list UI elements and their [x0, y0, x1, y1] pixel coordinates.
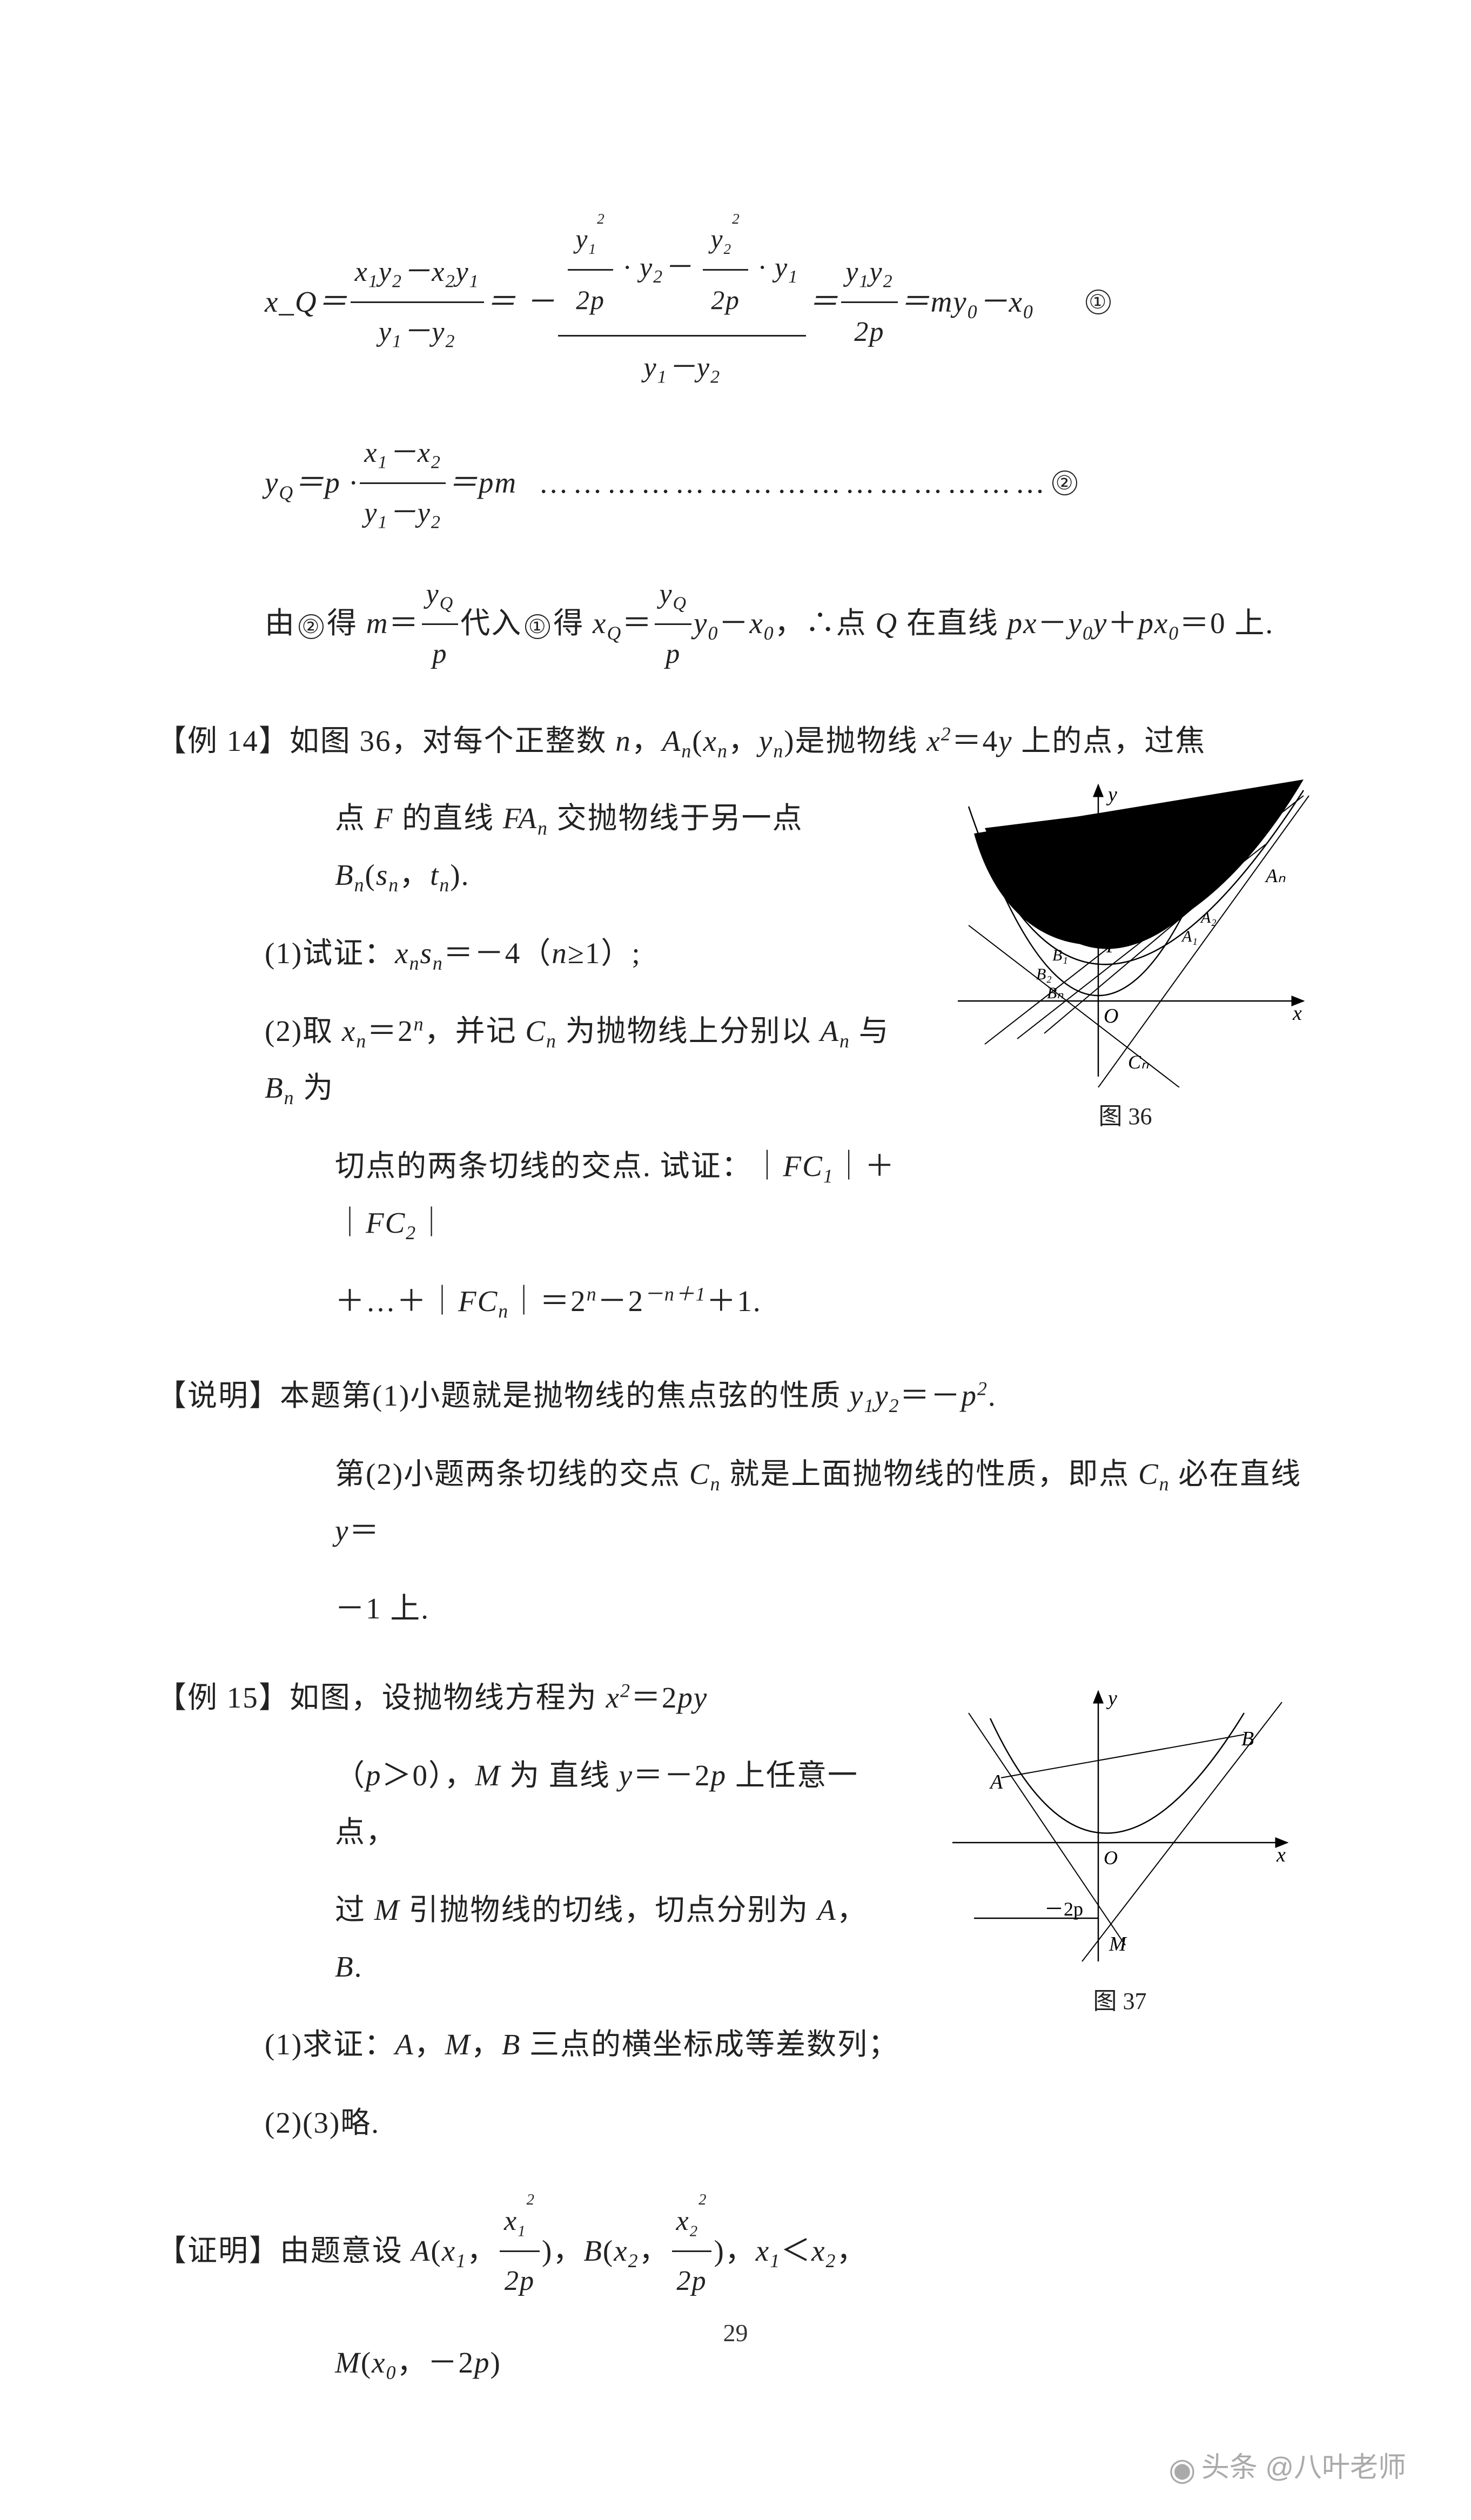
fig36-y-label: y — [1106, 783, 1117, 806]
fig37-B-label: B — [1241, 1728, 1254, 1750]
explanation-line3: －1 上. — [157, 1581, 1314, 1637]
frac-a: x12 2p — [500, 2194, 540, 2308]
proof-header: 【证明】由题意设 A(x1， x12 2p )，B(x2， x22 2p )，x… — [157, 2194, 1314, 2308]
fig36-An-label: Aₙ — [1265, 865, 1286, 886]
page-number: 29 — [723, 2319, 748, 2347]
eq-op2: ＝ — [808, 274, 839, 331]
fig37-M-label: M — [1109, 1933, 1127, 1955]
eq3-mid: 代入①得 xQ＝ — [460, 595, 653, 652]
eq3-tail: y0－x0，∴点 Q 在直线 px－y0y＋px0＝0 上. — [694, 595, 1274, 652]
fig36-Cn-label: Cₙ — [1128, 1051, 1149, 1073]
fig37-2p-label: －2p — [1044, 1898, 1083, 1920]
eq1-rhs: ＝my0－x0 — [900, 274, 1034, 331]
figure36-caption: 图 36 — [936, 1097, 1314, 1131]
yq-lhs: yQ＝p · — [265, 455, 358, 512]
fig36-Bn-label: Bₙ — [1047, 984, 1064, 1002]
example14-line2: 点 F 的直线 FAn 交抛物线于另一点 Bn(sn，tn). — [157, 790, 891, 904]
proof-prefix: 【证明】由题意设 A(x1， — [157, 2223, 498, 2280]
proof-tail: )，x1＜x2， — [714, 2223, 867, 2280]
fig36-x-label: x — [1292, 1002, 1302, 1025]
eq1-label: ① — [1086, 290, 1111, 314]
fig37-O-label: O — [1104, 1847, 1118, 1869]
figure37-caption: 图 37 — [942, 1981, 1298, 2016]
example14-header: 【例 14】如图 36，对每个正整数 n，An(xn，yn)是抛物线 x2＝4y… — [157, 713, 1314, 770]
example14-part1: (1)试证：xnsn＝－4（n≥1）; — [157, 925, 891, 982]
frac-step1: x1y2－x2y1 y1－y2 — [351, 245, 484, 359]
frac-step3: y1y2 2p — [841, 245, 897, 359]
eq2-label: ② — [1052, 471, 1077, 495]
explanation-line2: 第(2)小题两条切线的交点 Cn 就是上面抛物线的性质，即点 Cn 必在直线 y… — [157, 1446, 1314, 1559]
page: x_Q＝ x1y2－x2y1 y1－y2 ＝ － y122p · y2－ y22… — [0, 0, 1471, 2520]
frac-xq2: yQ p — [655, 567, 691, 681]
fig36-A1-label: A₁ — [1181, 928, 1198, 945]
watermark: ◉头条 @八叶老师 — [1168, 2444, 1406, 2488]
equation-xq: x_Q＝ x1y2－x2y1 y1－y2 ＝ － y122p · y2－ y22… — [157, 205, 1314, 399]
toutiao-icon: ◉ — [1168, 2451, 1196, 2488]
fig36-F-label: F — [1106, 935, 1119, 957]
example15-part2: (2)(3)略. — [157, 2095, 1314, 2152]
fig36-B2-label: B₂ — [1036, 965, 1052, 983]
example14-part2b: 切点的两条切线的交点. 试证：｜FC1｜＋｜FC2｜ — [157, 1138, 913, 1252]
frac-step2: y122p · y2－ y222p · y1 y1－y2 — [558, 205, 806, 399]
example14-part2a: (2)取 xn＝2n，并记 Cn 为抛物线上分别以 An 与 Bn 为 — [157, 1003, 913, 1117]
example15-line3: 过 M 引抛物线的切线，切点分别为 A，B. — [157, 1882, 891, 1995]
equation-yq: yQ＝p · x1－x2 y1－y2 ＝pm ……………………………………… ② — [157, 426, 1314, 540]
eq2-dots: ……………………………………… — [539, 455, 1049, 512]
example15-line2: （p＞0），M 为 直线 y＝－2p 上任意一点， — [157, 1748, 891, 1860]
xq-lhs: x_Q＝ — [265, 274, 348, 331]
figure36-svg: y x O F Aₙ A₂ A₁ B₁ B₂ Bₙ Cₙ — [936, 774, 1314, 1087]
eq3-prefix: 由②得 m＝ — [265, 595, 420, 652]
example15-part1: (1)求证：A，M，B 三点的横坐标成等差数列； — [157, 2017, 913, 2073]
example14-part2c: ＋…＋｜FCn｜＝2n－2－n＋1＋1. — [157, 1273, 913, 1330]
fig37-x-label: x — [1276, 1844, 1286, 1866]
equation-derive: 由②得 m＝ yQ p 代入①得 xQ＝ yQ p y0－x0，∴点 Q 在直线… — [157, 567, 1314, 681]
frac-m: yQ p — [422, 567, 459, 681]
fig37-A-label: A — [989, 1771, 1003, 1793]
fig36-A2-label: A₂ — [1200, 909, 1217, 926]
frac-b: x22 2p — [672, 2194, 712, 2308]
proof-mid: )，B(x2， — [542, 2223, 670, 2280]
eq-op: ＝ － — [486, 274, 556, 331]
yq-rhs: ＝pm — [448, 455, 517, 512]
watermark-text: 头条 @八叶老师 — [1201, 2452, 1406, 2483]
frac-yq: x1－x2 y1－y2 — [360, 426, 446, 540]
figure-36: y x O F Aₙ A₂ A₁ B₁ B₂ Bₙ Cₙ 图 36 — [936, 774, 1314, 1131]
fig36-O-label: O — [1104, 1005, 1118, 1027]
figure-37: y x O A B M －2p 图 37 — [942, 1681, 1298, 2016]
fig36-B1-label: B₁ — [1052, 946, 1068, 964]
explanation-header: 【说明】本题第(1)小题就是抛物线的焦点弦的性质 y1y2＝－p2. — [157, 1368, 1314, 1424]
fig37-y-label: y — [1106, 1687, 1117, 1710]
figure37-svg: y x O A B M －2p — [942, 1681, 1298, 1972]
